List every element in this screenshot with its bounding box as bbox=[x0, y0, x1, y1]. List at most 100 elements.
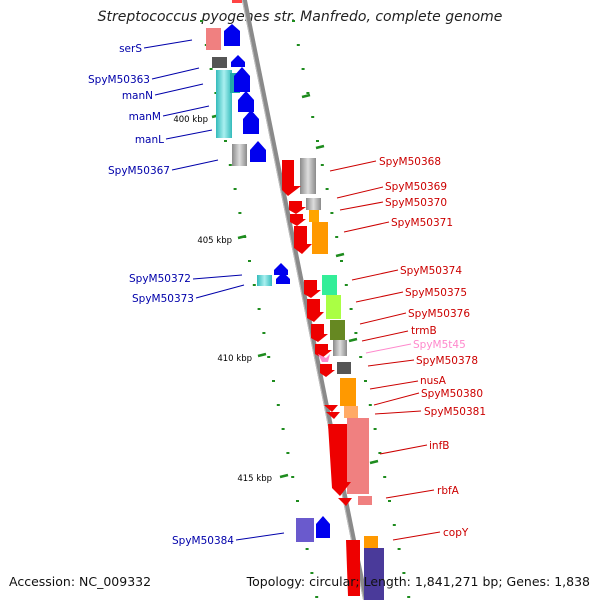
gene-block[interactable] bbox=[232, 0, 242, 3]
gene-block-SpyM50371[interactable] bbox=[312, 222, 328, 254]
gene-arrow-trmB[interactable] bbox=[315, 344, 332, 358]
gene-label[interactable]: SpyM50373 bbox=[132, 293, 194, 305]
gene-block-serS[interactable] bbox=[206, 28, 221, 50]
gene-label[interactable]: SpyM50381 bbox=[424, 406, 486, 418]
gene-block-SpyM50369[interactable] bbox=[306, 198, 321, 210]
gene-label[interactable]: SpyM50368 bbox=[379, 156, 441, 168]
minor-tick-dot bbox=[344, 284, 348, 286]
major-ticks: 400 kbp 405 kbp 410 kbp 415 kbp bbox=[173, 93, 379, 484]
gene-arrow-SpyM50369[interactable] bbox=[289, 201, 306, 214]
gene-label[interactable]: SpyM50374 bbox=[400, 265, 462, 277]
gene-arrow-SpyM50376[interactable] bbox=[311, 324, 328, 342]
gene-arrow-manM[interactable] bbox=[238, 91, 254, 112]
gene-label[interactable]: SpyM5t45 bbox=[413, 339, 466, 351]
gene-block-nusA[interactable] bbox=[340, 378, 356, 406]
gene-arrow-SpyM50370[interactable] bbox=[290, 214, 306, 226]
minor-tick-dot bbox=[340, 260, 343, 262]
gene-arrow-SpyM50378[interactable] bbox=[320, 364, 335, 377]
gene-arrow-SpyM50368[interactable] bbox=[282, 160, 301, 196]
gene-arrow-infB[interactable] bbox=[328, 424, 351, 496]
gene-label[interactable]: rbfA bbox=[437, 485, 460, 497]
gene-arrow-SpyM50380[interactable] bbox=[324, 405, 338, 412]
gene-label[interactable]: SpyM50363 bbox=[88, 74, 150, 86]
leader-infB bbox=[379, 444, 428, 455]
gene-block-trmB[interactable] bbox=[333, 340, 347, 356]
gene-label[interactable]: SpyM50372 bbox=[129, 273, 191, 285]
gene-label[interactable]: SpyM50378 bbox=[416, 355, 478, 367]
gene-block-SpyM50380[interactable] bbox=[344, 406, 358, 418]
tick-mark bbox=[301, 93, 311, 99]
gene-label[interactable]: infB bbox=[429, 440, 449, 452]
gene-arrow-SpyM50371[interactable] bbox=[294, 226, 312, 254]
gene-arrow-SpyM50372[interactable] bbox=[274, 263, 288, 275]
gene-arrow-SpyM50381[interactable] bbox=[326, 412, 340, 419]
gene-arrow-SpyM50367[interactable] bbox=[250, 141, 266, 162]
gene-arrow-SpyM50363[interactable] bbox=[231, 55, 245, 67]
gene-label[interactable]: SpyM50367 bbox=[108, 165, 170, 177]
gene-block-manN-manM-manL[interactable] bbox=[216, 70, 232, 138]
gene-block-SpyM50376[interactable] bbox=[330, 320, 345, 340]
gene-block-SpyM50374[interactable] bbox=[322, 275, 337, 295]
leader-SpyM5t45 bbox=[365, 343, 412, 354]
gene-label[interactable]: SpyM50369 bbox=[385, 181, 447, 193]
gene-label[interactable]: copY bbox=[443, 527, 469, 539]
tick-mark bbox=[279, 473, 289, 479]
gene-label[interactable]: SpyM50384 bbox=[172, 535, 234, 547]
gene-block-rbfA[interactable] bbox=[358, 496, 372, 505]
gene-label[interactable]: SpyM50371 bbox=[391, 217, 453, 229]
minor-tick-dot bbox=[397, 548, 401, 550]
minor-tick-dot bbox=[301, 68, 305, 70]
tick-label: 410 kbp bbox=[217, 354, 252, 364]
minor-tick-dot bbox=[373, 428, 377, 430]
forward-strand-features bbox=[282, 158, 384, 600]
gene-block-SpyM50384[interactable] bbox=[296, 518, 314, 542]
gene-arrow-manN[interactable] bbox=[234, 67, 250, 92]
gene-block-SpyM50368[interactable] bbox=[300, 158, 316, 194]
leader-SpyM50370 bbox=[339, 201, 384, 211]
leader-SpyM50372 bbox=[192, 274, 243, 280]
leader-nusA bbox=[369, 380, 419, 390]
leader-serS bbox=[143, 39, 193, 49]
gene-arrow-rbfA[interactable] bbox=[338, 498, 352, 506]
gene-block-SpyM50375[interactable] bbox=[326, 295, 341, 319]
gene-label[interactable]: nusA bbox=[420, 375, 447, 387]
gene-block-SpyM50370[interactable] bbox=[309, 210, 319, 222]
gene-block-copY[interactable] bbox=[364, 536, 378, 548]
gene-arrow-SpyM50384[interactable] bbox=[316, 516, 330, 538]
gene-block-SpyM50363[interactable] bbox=[212, 57, 227, 68]
minor-tick-dot bbox=[316, 140, 319, 142]
minor-tick-dot bbox=[311, 116, 315, 118]
gene-block-downstream[interactable] bbox=[364, 548, 384, 600]
gene-block-SpyM50378[interactable] bbox=[337, 362, 351, 374]
gene-arrow-manL[interactable] bbox=[243, 110, 259, 134]
gene-label[interactable]: SpyM50376 bbox=[408, 308, 470, 320]
gene-label[interactable]: SpyM50370 bbox=[385, 197, 447, 209]
tick-mark bbox=[237, 234, 247, 240]
gene-block-infB[interactable] bbox=[347, 418, 369, 494]
gene-arrow-SpyM50375[interactable] bbox=[307, 299, 324, 322]
minor-tick-dot bbox=[224, 140, 227, 142]
gene-arrow-serS-partner[interactable] bbox=[224, 24, 240, 46]
gene-block-SpyM50372[interactable] bbox=[257, 275, 272, 286]
leader-SpyM50381 bbox=[374, 410, 422, 415]
gene-label[interactable]: SpyM50375 bbox=[405, 287, 467, 299]
gene-label[interactable]: manM bbox=[129, 111, 161, 123]
gene-label[interactable]: SpyM50380 bbox=[421, 388, 483, 400]
gene-arrow-SpyM50374[interactable] bbox=[304, 280, 321, 298]
minor-tick-dot bbox=[349, 308, 353, 310]
leader-SpyM50363 bbox=[151, 67, 200, 80]
gene-label[interactable]: manN bbox=[122, 90, 153, 102]
gene-label[interactable]: serS bbox=[119, 43, 142, 55]
leader-SpyM50376 bbox=[359, 312, 407, 325]
gene-block-SpyM50367[interactable] bbox=[232, 144, 247, 166]
gene-arrow-downstream[interactable] bbox=[346, 540, 360, 596]
leader-manL bbox=[165, 129, 213, 140]
minor-tick-dot bbox=[310, 572, 314, 574]
minor-tick-dot bbox=[407, 596, 411, 598]
gene-arrow-SpyM50373[interactable] bbox=[276, 272, 290, 284]
rna-SpyM5t45[interactable] bbox=[318, 354, 330, 362]
leader-SpyM50384 bbox=[235, 532, 285, 541]
gene-label[interactable]: manL bbox=[135, 134, 164, 146]
gene-label[interactable]: trmB bbox=[411, 325, 437, 337]
